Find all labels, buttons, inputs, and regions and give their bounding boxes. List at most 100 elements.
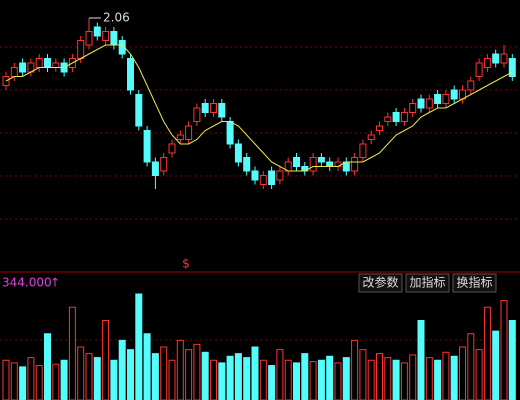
volume-bar	[376, 353, 383, 400]
candle-body	[185, 125, 193, 140]
volume-bar	[434, 359, 442, 400]
volume-bar	[10, 362, 18, 400]
candle-body	[359, 143, 367, 158]
candle-body	[85, 31, 93, 46]
volume-bar	[400, 362, 408, 400]
volume-bar	[442, 351, 450, 400]
button-label[interactable]: 加指标	[409, 275, 445, 290]
volume-bar	[27, 357, 35, 400]
volume-bar	[19, 366, 27, 400]
volume-bar	[110, 359, 118, 400]
candle-body	[276, 170, 284, 181]
volume-bar	[193, 343, 201, 400]
volume-bar	[351, 339, 359, 400]
volume-bar	[251, 346, 259, 400]
candle-body	[434, 94, 442, 104]
candle-body	[226, 121, 234, 145]
volume-bar	[60, 359, 68, 400]
candle-body	[10, 67, 18, 77]
volume-bar	[425, 357, 433, 400]
button[interactable]: 换指标	[452, 273, 497, 293]
volume-bar	[334, 362, 342, 400]
candle-body	[508, 58, 516, 77]
volume-bar	[459, 346, 466, 400]
candle-body	[168, 143, 176, 154]
candle-body	[19, 62, 27, 73]
candle-body	[492, 53, 500, 64]
volume-bar	[77, 346, 85, 400]
volume-bar	[293, 362, 300, 400]
volume-bar	[450, 355, 458, 400]
candle-body	[259, 175, 267, 185]
volume-bar	[176, 339, 184, 400]
volume-bar	[135, 293, 143, 400]
candle-body	[102, 31, 110, 41]
volume-bar	[127, 349, 134, 400]
volume-bar	[342, 357, 350, 400]
volume-bar	[392, 359, 400, 400]
candle-body	[392, 112, 400, 122]
candle-body	[218, 103, 226, 118]
volume-bar	[143, 333, 151, 400]
candle-body	[367, 134, 375, 140]
volume-bar	[367, 359, 375, 400]
volume-bar	[492, 330, 500, 400]
volume-bar	[201, 351, 209, 400]
volume-bar	[309, 361, 317, 400]
volume-bar	[234, 353, 242, 400]
candle-body	[52, 62, 60, 68]
volume-bar	[243, 357, 251, 400]
candle-body	[326, 161, 334, 167]
volume-bar	[118, 339, 126, 400]
candle-body	[127, 58, 134, 91]
candle-body	[93, 26, 101, 37]
candle-body	[384, 116, 392, 122]
candle-body	[409, 103, 417, 113]
volume-bar	[317, 359, 325, 400]
candle-body	[467, 80, 475, 91]
volume-bar	[226, 355, 234, 400]
volume-bar	[85, 353, 93, 400]
button-label[interactable]: 换指标	[456, 275, 492, 290]
moving-average	[5, 44, 513, 172]
volume-bar	[508, 320, 516, 400]
volume-bar	[500, 300, 508, 400]
volume-bar	[417, 320, 425, 400]
volume-bar	[2, 359, 10, 400]
volume-bar	[483, 306, 491, 400]
candle-body	[376, 125, 383, 131]
candle-body	[143, 130, 151, 163]
candle-body	[44, 58, 51, 68]
button-label[interactable]: 改参数	[362, 275, 398, 290]
candle-body	[400, 112, 408, 122]
volume-bar	[259, 359, 267, 400]
candle-body	[210, 103, 217, 113]
button[interactable]: 加指标	[405, 273, 450, 293]
candle-body	[293, 157, 300, 167]
candle-body	[475, 62, 483, 77]
grid	[0, 46, 520, 341]
volume-bar	[52, 363, 60, 400]
volume-bar	[276, 349, 284, 400]
candle-body	[243, 157, 251, 172]
candle-body	[176, 134, 184, 140]
candle-body	[35, 58, 43, 68]
volume-bar	[284, 359, 292, 400]
volume-bar	[409, 354, 417, 400]
volume-bar	[44, 333, 51, 400]
candle-body	[500, 53, 508, 64]
volume-bar	[301, 353, 309, 400]
candle-body	[417, 98, 425, 109]
candle-body	[234, 143, 242, 163]
volume-bar	[185, 349, 193, 400]
candle-body	[193, 107, 201, 122]
candle-body	[351, 157, 359, 172]
candle-body	[442, 94, 450, 104]
button[interactable]: 改参数	[358, 273, 403, 293]
volume-arrow: ↑	[50, 276, 60, 290]
candle-body	[483, 58, 491, 68]
volume-bar	[160, 346, 168, 400]
volume-bar	[359, 349, 367, 400]
marker: $	[182, 257, 190, 271]
volume-bar	[384, 357, 392, 400]
